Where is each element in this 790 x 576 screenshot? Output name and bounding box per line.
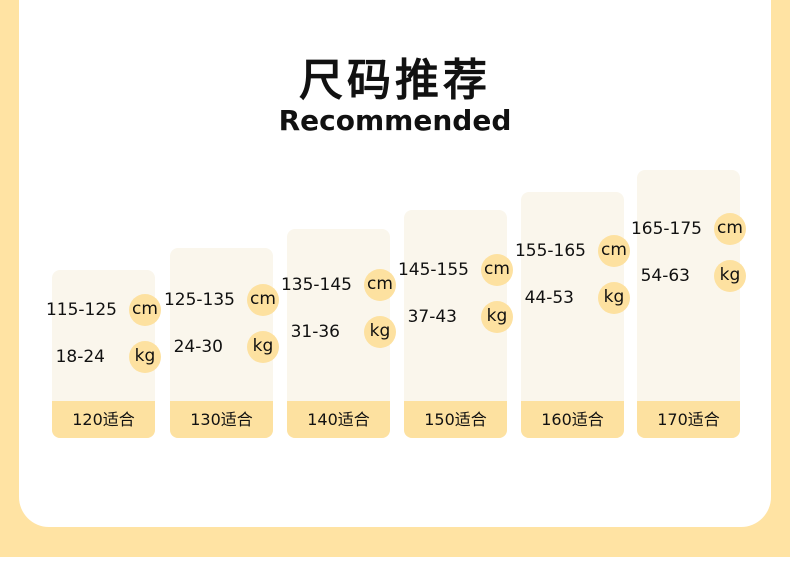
size-label: 130适合 xyxy=(170,401,273,438)
weight-row: 24-30 kg xyxy=(170,331,279,363)
height-range: 145-155 xyxy=(397,260,469,280)
size-card: 135-145 cm 31-36 kg 140适合 xyxy=(281,229,396,438)
kg-unit-badge: kg xyxy=(364,316,396,348)
height-range: 115-125 xyxy=(45,300,117,320)
weight-range: 24-30 xyxy=(173,337,223,357)
cm-unit-badge: cm xyxy=(714,213,746,245)
kg-unit-badge: kg xyxy=(481,301,513,333)
page-subtitle: Recommended xyxy=(278,104,512,137)
weight-row: 44-53 kg xyxy=(521,282,630,314)
kg-unit-badge: kg xyxy=(714,260,746,292)
weight-row: 37-43 kg xyxy=(404,301,513,333)
kg-unit-badge: kg xyxy=(129,341,161,373)
height-range: 125-135 xyxy=(163,290,235,310)
height-range: 155-165 xyxy=(514,241,586,261)
weight-row: 18-24 kg xyxy=(52,341,161,373)
height-row: 125-135 cm xyxy=(164,284,279,316)
size-label: 160适合 xyxy=(521,401,624,438)
height-row: 155-165 cm xyxy=(515,235,630,267)
cm-unit-badge: cm xyxy=(364,269,396,301)
size-card: 125-135 cm 24-30 kg 130适合 xyxy=(164,248,279,438)
weight-row: 31-36 kg xyxy=(287,316,396,348)
weight-range: 54-63 xyxy=(640,266,690,286)
size-card: 145-155 cm 37-43 kg 150适合 xyxy=(398,210,513,438)
page-title: 尺码推荐 xyxy=(299,55,491,106)
weight-range: 31-36 xyxy=(290,322,340,342)
cm-unit-badge: cm xyxy=(598,235,630,267)
size-card: 115-125 cm 18-24 kg 120适合 xyxy=(46,270,161,438)
cm-unit-badge: cm xyxy=(129,294,161,326)
size-label: 120适合 xyxy=(52,401,155,438)
weight-range: 37-43 xyxy=(407,307,457,327)
height-row: 165-175 cm xyxy=(631,213,746,245)
height-row: 115-125 cm xyxy=(46,294,161,326)
height-row: 135-145 cm xyxy=(281,269,396,301)
size-card: 155-165 cm 44-53 kg 160适合 xyxy=(515,192,630,438)
size-label: 170适合 xyxy=(637,401,740,438)
weight-range: 44-53 xyxy=(524,288,574,308)
weight-row: 54-63 kg xyxy=(637,260,746,292)
cm-unit-badge: cm xyxy=(247,284,279,316)
kg-unit-badge: kg xyxy=(598,282,630,314)
size-label: 150适合 xyxy=(404,401,507,438)
height-range: 165-175 xyxy=(630,219,702,239)
weight-range: 18-24 xyxy=(55,347,105,367)
kg-unit-badge: kg xyxy=(247,331,279,363)
size-card: 165-175 cm 54-63 kg 170适合 xyxy=(631,170,746,438)
height-row: 145-155 cm xyxy=(398,254,513,286)
size-label: 140适合 xyxy=(287,401,390,438)
height-range: 135-145 xyxy=(280,275,352,295)
cm-unit-badge: cm xyxy=(481,254,513,286)
